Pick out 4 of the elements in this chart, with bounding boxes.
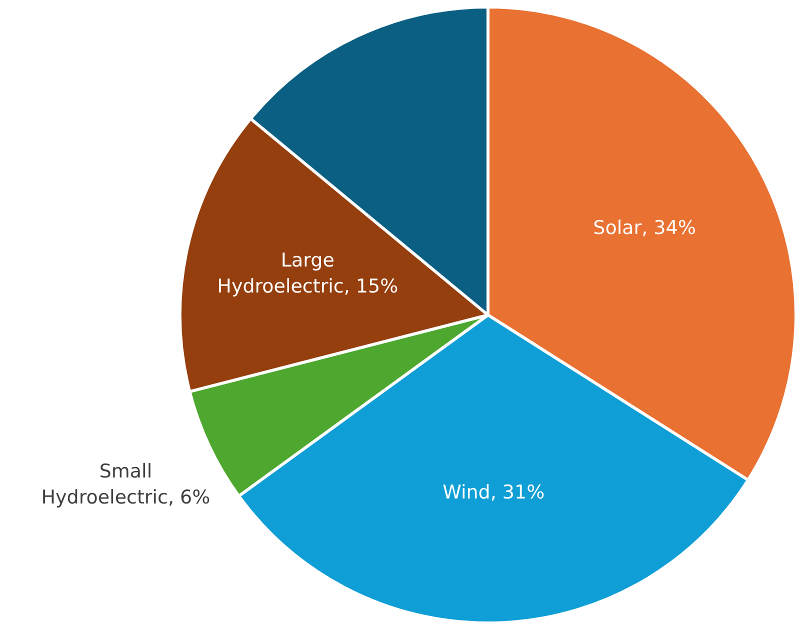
slice-label: Small Hydroelectric, 6%	[41, 460, 210, 509]
slice-label: Solar, 34%	[593, 217, 696, 240]
slice-label: Wind, 31%	[442, 482, 545, 504]
slice-label: Large Hydroelectric, 15%	[217, 250, 398, 298]
